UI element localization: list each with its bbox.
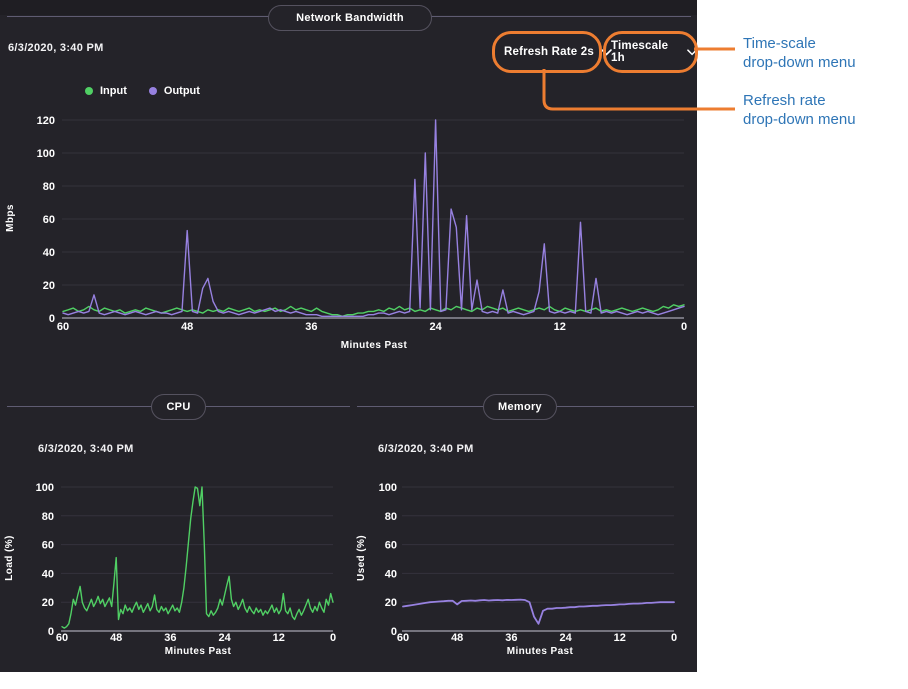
y-tick-label: 0	[48, 626, 54, 638]
x-tick-label: 24	[218, 632, 231, 644]
y-tick-label: 80	[43, 181, 55, 193]
y-tick-label: 100	[37, 148, 55, 160]
series-line-used	[402, 598, 675, 625]
y-tick-label: 120	[37, 115, 55, 127]
y-axis-title: Load (%)	[4, 535, 15, 580]
series-line-input	[62, 304, 685, 318]
timescale-annotation-line1: Time-scale	[743, 35, 816, 52]
y-tick-label: 60	[42, 540, 54, 552]
y-tick-label: 40	[385, 568, 397, 580]
x-tick-label: 0	[681, 321, 687, 333]
refresh-annotation-line2: drop-down menu	[743, 111, 856, 128]
cpu-title-label: CPU	[166, 401, 191, 413]
y-tick-label: 20	[43, 280, 55, 292]
legend-item-input[interactable]: Input	[85, 85, 127, 97]
input-series-dot	[85, 87, 93, 95]
cpu-section-title: CPU	[151, 394, 206, 420]
refresh-rate-dropdown[interactable]: Refresh Rate 2s	[504, 42, 612, 62]
y-tick-label: 20	[42, 597, 54, 609]
x-axis-title: Minutes Past	[165, 646, 232, 657]
x-tick-label: 60	[397, 632, 409, 644]
x-tick-label: 48	[110, 632, 122, 644]
timescale-dropdown-label: Timescale 1h	[611, 40, 669, 64]
cpu-timestamp: 6/3/2020, 3:40 PM	[38, 443, 134, 455]
x-axis-title: Minutes Past	[341, 340, 408, 351]
x-tick-label: 0	[671, 632, 677, 644]
y-tick-label: 100	[379, 482, 397, 494]
legend-item-output[interactable]: Output	[148, 85, 200, 97]
timescale-annotation: Time-scale drop-down menu	[743, 34, 856, 72]
memory-title-label: Memory	[498, 401, 542, 413]
output-series-dot	[148, 87, 157, 95]
y-tick-label: 80	[385, 511, 397, 523]
y-tick-label: 0	[49, 313, 55, 325]
x-tick-label: 36	[164, 632, 176, 644]
x-tick-label: 48	[181, 321, 193, 333]
series-line-output	[62, 119, 685, 318]
chevron-down-icon	[687, 48, 697, 55]
y-tick-label: 0	[391, 626, 397, 638]
x-tick-label: 12	[273, 632, 285, 644]
refresh-annotation: Refresh rate drop-down menu	[743, 91, 856, 129]
cpu-load-chart: 0 20 40 60 80 100 60 48 36 24 12 0 Minutes Past Load …	[4, 482, 336, 657]
network-legend: Input Output	[85, 85, 200, 97]
x-tick-label: 48	[451, 632, 463, 644]
y-tick-label: 100	[36, 482, 54, 494]
y-tick-label: 60	[385, 540, 397, 552]
y-tick-label: 40	[42, 568, 54, 580]
monitoring-dashboard-panel: Network Bandwidth 6/3/2020, 3:40 PM Refr…	[0, 0, 697, 672]
x-tick-label: 12	[554, 321, 566, 333]
refresh-rate-dropdown-label: Refresh Rate 2s	[504, 46, 594, 58]
network-timestamp: 6/3/2020, 3:40 PM	[8, 42, 104, 54]
y-axis-title: Mbps	[5, 204, 16, 232]
network-title-label: Network Bandwidth	[296, 12, 404, 24]
x-tick-label: 36	[305, 321, 317, 333]
x-tick-label: 12	[614, 632, 626, 644]
output-legend-label: Output	[163, 85, 200, 97]
memory-section-title: Memory	[483, 394, 557, 420]
x-tick-label: 60	[56, 632, 68, 644]
memory-timestamp: 6/3/2020, 3:40 PM	[378, 443, 474, 455]
y-tick-label: 20	[385, 597, 397, 609]
y-tick-label: 40	[43, 247, 55, 259]
series-line-load	[61, 486, 334, 629]
timescale-dropdown[interactable]: Timescale 1h	[611, 40, 697, 64]
x-axis-title: Minutes Past	[507, 646, 574, 657]
timescale-annotation-line2: drop-down menu	[743, 54, 856, 71]
x-tick-label: 24	[429, 321, 442, 333]
x-tick-label: 36	[505, 632, 517, 644]
y-tick-label: 60	[43, 214, 55, 226]
network-section-title: Network Bandwidth	[268, 5, 432, 31]
input-legend-label: Input	[100, 85, 127, 97]
refresh-annotation-line1: Refresh rate	[743, 92, 826, 109]
x-tick-label: 24	[559, 632, 572, 644]
y-axis-title: Used (%)	[356, 535, 367, 581]
memory-used-chart: 0 20 40 60 80 100 60 48 36 24 12 0 Minutes Past Used …	[356, 482, 677, 657]
x-tick-label: 0	[330, 632, 336, 644]
x-tick-label: 60	[57, 321, 69, 333]
y-tick-label: 80	[42, 511, 54, 523]
